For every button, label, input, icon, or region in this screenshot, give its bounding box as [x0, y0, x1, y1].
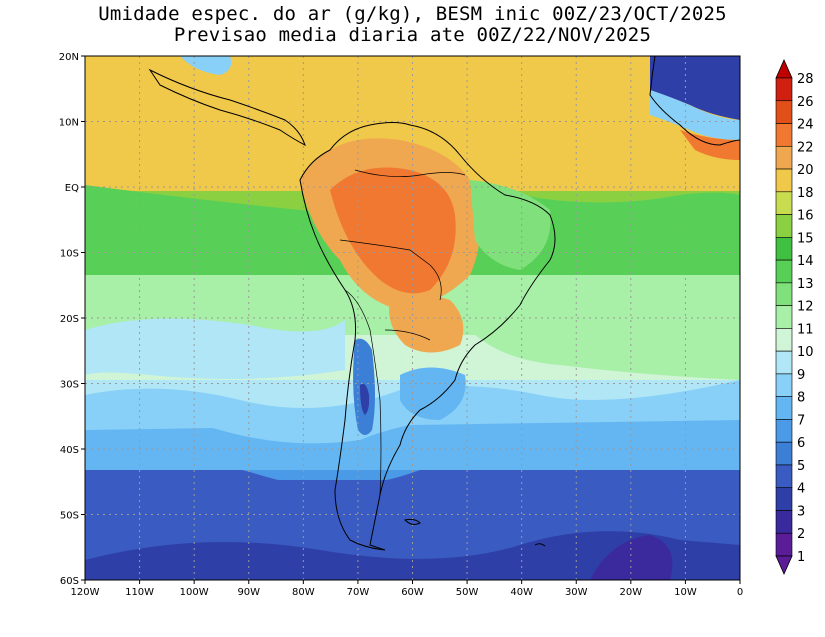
colorbar-swatch — [775, 328, 793, 352]
colorbar-swatch — [775, 532, 793, 557]
colorbar-label: 15 — [797, 231, 814, 246]
colorbar-label: 24 — [797, 118, 814, 133]
map-title-line2: Previsao media diaria ate 00Z/22/NOV/202… — [173, 24, 652, 46]
lon-tick-label: 120W — [71, 587, 100, 598]
field-contour-mexico-dry — [180, 56, 232, 75]
lon-tick-label: 50W — [456, 587, 479, 598]
field-contour-atlantic-tongue — [470, 307, 740, 380]
colorbar-label: 12 — [797, 300, 814, 315]
lon-tick-label: 70W — [347, 587, 370, 598]
colorbar-swatch — [775, 123, 793, 147]
lon-tick-label: 110W — [125, 587, 154, 598]
colorbar-label: 18 — [797, 186, 814, 201]
lon-tick-label: 40W — [510, 587, 533, 598]
colorbar-label: 10 — [797, 345, 814, 360]
lat-tick-label: 10S — [60, 249, 79, 260]
lon-tick-label: 0 — [737, 587, 743, 598]
south-america-coastline — [299, 122, 556, 551]
field-contour-pampas — [400, 367, 466, 420]
colorbar-swatch — [775, 487, 793, 511]
colorbar-swatch — [775, 191, 793, 215]
lat-tick-label: 50S — [60, 511, 79, 522]
field-contour-andes-core — [360, 383, 370, 415]
longitude-axis: 120W 110W 100W 90W 80W 70W 60W 50W 40W 30W 20W 10W 0 — [71, 580, 743, 598]
colorbar-swatch — [775, 77, 793, 102]
colorbar-swatch — [775, 396, 793, 420]
lat-tick-label: 20N — [59, 52, 79, 63]
colorbar-swatch — [775, 350, 793, 375]
colorbar-label: 8 — [797, 391, 805, 406]
colorbar-swatch — [775, 237, 793, 261]
lon-tick-label: 30W — [565, 587, 588, 598]
colorbar-label: 2 — [797, 527, 805, 542]
colorbar-label: 9 — [797, 368, 805, 383]
coastlines — [148, 55, 741, 551]
lat-tick-label: 40S — [60, 445, 79, 456]
south-georgia — [534, 543, 546, 547]
colorbar-swatch — [775, 259, 793, 284]
border-brazil-west — [339, 239, 442, 301]
falklands — [403, 518, 421, 525]
colorbar-swatch — [775, 282, 793, 306]
colorbar-swatch — [775, 214, 793, 238]
lat-tick-label: 10N — [59, 118, 79, 129]
colorbar-label: 7 — [797, 413, 805, 428]
colorbar-label: 26 — [797, 95, 814, 110]
colorbar-label: 22 — [797, 140, 814, 155]
central-america-coastline — [148, 68, 306, 146]
colorbar-label: 1 — [797, 550, 805, 565]
colorbar-label: 13 — [797, 277, 814, 292]
africa-coastline — [649, 55, 741, 146]
border-argentina — [384, 329, 431, 341]
colorbar-min-arrow — [775, 555, 793, 575]
lon-tick-label: 100W — [180, 587, 209, 598]
latitude-axis: 20N 10N EQ 10S 20S 30S 40S 50S 60S — [59, 52, 85, 587]
field-contour-2 — [590, 535, 673, 580]
colorbar: 28 26 24 22 20 18 16 15 14 13 12 11 10 9 8 7 6 5 4 3 2 1 — [775, 59, 814, 575]
colorbar-label: 16 — [797, 209, 814, 224]
lat-tick-label: 30S — [60, 380, 79, 391]
colorbar-swatch — [775, 419, 793, 443]
lat-tick-label: 20S — [60, 314, 79, 325]
field-contour-equatorial-green — [85, 185, 360, 250]
border-amazon-north — [354, 169, 466, 178]
colorbar-swatch — [775, 441, 793, 466]
lat-tick-label: 60S — [60, 576, 79, 587]
colorbar-max-arrow — [775, 59, 793, 79]
colorbar-label: 4 — [797, 482, 805, 497]
colorbar-label: 6 — [797, 436, 805, 451]
lon-tick-label: 20W — [620, 587, 643, 598]
colorbar-swatch — [775, 100, 793, 124]
colorbar-label: 5 — [797, 459, 805, 474]
colorbar-label: 28 — [797, 72, 814, 87]
colorbar-label: 11 — [797, 322, 814, 337]
field-contour-southern-brazil — [389, 295, 464, 353]
colorbar-swatch — [775, 373, 793, 397]
field-contour-pacific-tongue — [85, 318, 345, 379]
lon-tick-label: 60W — [401, 587, 424, 598]
colorbar-label: 14 — [797, 254, 814, 269]
colorbar-swatch — [775, 510, 793, 534]
lon-tick-label: 10W — [674, 587, 697, 598]
country-borders — [339, 169, 466, 496]
lat-tick-label: EQ — [65, 183, 79, 194]
colorbar-label: 3 — [797, 504, 805, 519]
lon-tick-label: 90W — [237, 587, 260, 598]
graticule — [85, 56, 740, 580]
colorbar-swatch — [775, 464, 793, 489]
colorbar-label: 20 — [797, 163, 814, 178]
border-andes — [344, 289, 382, 496]
field-contour-sahel — [650, 90, 740, 140]
lon-tick-label: 80W — [292, 587, 315, 598]
field-contour-amazon-22 — [330, 167, 456, 294]
map-title-line1: Umidade espec. do ar (g/kg), BESM inic 0… — [98, 3, 727, 25]
colorbar-swatch — [775, 168, 793, 193]
colorbar-swatch — [775, 145, 793, 170]
field-contour-sahara — [650, 56, 740, 120]
colorbar-swatch — [775, 305, 793, 329]
